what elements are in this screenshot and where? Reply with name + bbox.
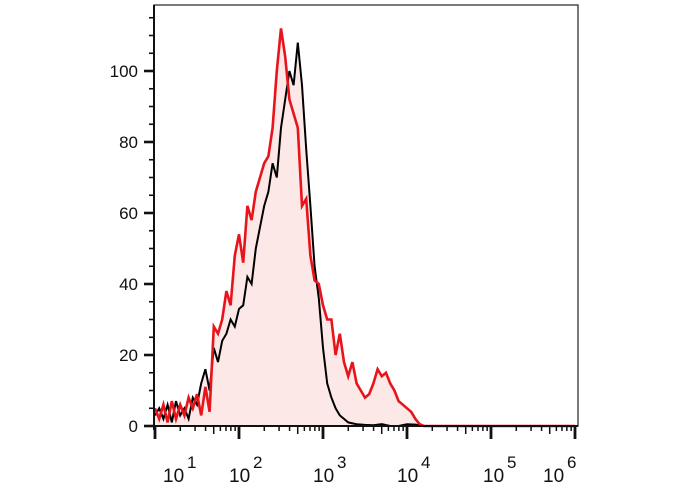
x-tick-label: 104	[397, 453, 430, 487]
y-tick-label: 100	[110, 62, 138, 81]
series-fill-1	[155, 28, 575, 427]
svg-text:5: 5	[507, 453, 516, 472]
svg-text:10: 10	[483, 466, 504, 487]
svg-text:6: 6	[567, 453, 576, 472]
svg-text:10: 10	[543, 466, 564, 487]
x-tick-label: 105	[483, 453, 516, 487]
svg-text:10: 10	[229, 466, 250, 487]
svg-text:10: 10	[397, 466, 418, 487]
x-tick-label: 103	[313, 453, 346, 487]
x-tick-label: 102	[229, 453, 262, 487]
control-fill-area	[155, 28, 575, 427]
y-tick-label: 60	[119, 204, 138, 223]
y-axis: 0 20 40 60 80 100	[110, 5, 155, 436]
svg-text:10: 10	[163, 466, 184, 487]
x-tick-label: 101	[163, 453, 196, 487]
black-series-line	[154, 42, 575, 427]
series-lines	[153, 28, 575, 428]
y-tick-label: 80	[119, 133, 138, 152]
svg-text:2: 2	[253, 453, 262, 472]
svg-text:1: 1	[187, 453, 196, 472]
y-tick-label: 20	[119, 346, 138, 365]
svg-text:10: 10	[313, 466, 334, 487]
svg-text:4: 4	[421, 453, 430, 472]
y-tick-label: 0	[129, 417, 138, 436]
red-series-line	[153, 28, 575, 428]
svg-text:3: 3	[337, 453, 346, 472]
y-tick-label: 40	[119, 275, 138, 294]
x-tick-label: 106	[543, 453, 576, 487]
